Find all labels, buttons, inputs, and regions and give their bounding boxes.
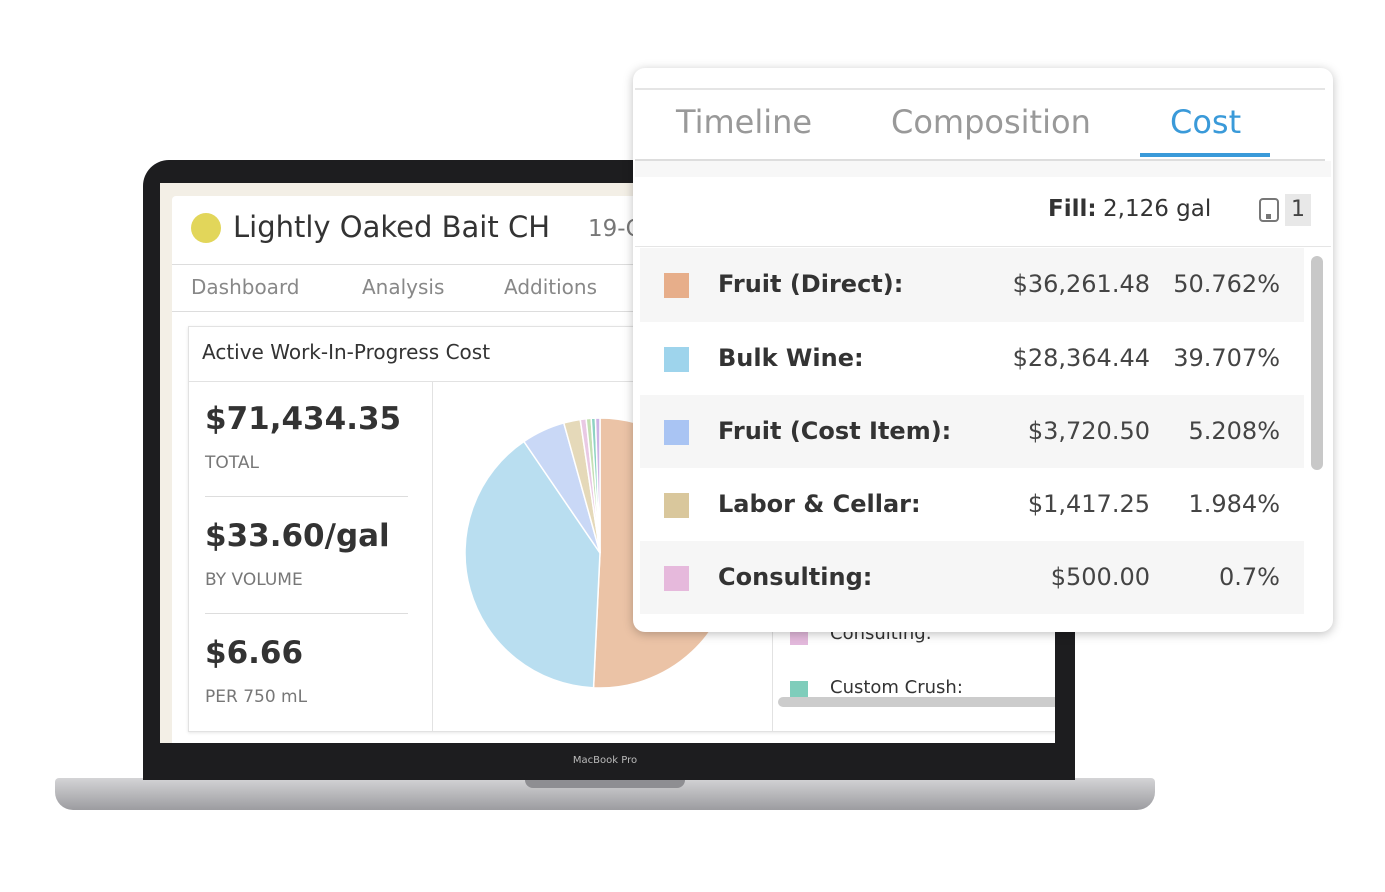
stat-label: PER 750 mL [205,687,308,707]
cost-name: Fruit (Cost Item): [718,417,952,445]
stat-label: TOTAL [205,453,259,473]
cost-name: Labor & Cellar: [718,490,921,518]
scrollbar [778,697,1055,707]
nav-tab[interactable]: Analysis [362,275,445,299]
cost-swatch [664,493,689,518]
list-divider [635,246,1331,247]
tab-bg [635,161,1331,177]
cost-amount: $1,417.25 [1027,490,1150,518]
cost-percent: 5.208% [1188,417,1280,445]
nav-tab[interactable]: Additions [504,275,598,299]
cost-percent: 1.984% [1188,490,1280,518]
stat-label: BY VOLUME [205,570,303,590]
cost-row [640,322,1304,395]
nav-tab[interactable]: Dashboard [191,275,300,299]
cost-name: Bulk Wine: [718,344,864,372]
vessel-icon [1259,198,1279,222]
nav-divider [172,311,1055,312]
nav-divider [172,264,1055,265]
stat-divider [205,613,408,614]
panel-divider [188,381,1055,382]
stat-divider [205,496,408,497]
panel-title: Active Work-In-Progress Cost [202,340,491,364]
popup-divider [635,88,1325,90]
cost-percent: 0.7% [1219,563,1280,591]
laptop-notch [525,778,685,788]
popup-tab[interactable]: Timeline [676,103,813,141]
cost-name: Consulting: [718,563,873,591]
device-label: MacBook Pro [572,755,638,766]
stat-value: $71,434.35 [205,401,402,437]
cost-amount: $28,364.44 [1012,344,1150,372]
fill-value: 2,126 gal [1103,196,1212,222]
stat-value: $6.66 [205,635,304,671]
cost-percent: 50.762% [1173,270,1280,298]
panel-divider [432,381,433,731]
cost-row [640,395,1304,468]
scrollbar[interactable] [1311,256,1323,470]
cost-amount: $500.00 [1050,563,1150,591]
popup-tab[interactable]: Composition [891,103,1091,141]
cost-swatch [664,273,689,298]
cost-row [640,248,1304,322]
fill-label: Fill: [1048,196,1097,222]
legend-swatch [790,681,808,699]
vessel-count: 1 [1285,194,1311,226]
legend-label: Custom Crush: [830,677,963,698]
cost-row [640,541,1304,614]
tab-underline [1140,153,1270,157]
cost-amount: $3,720.50 [1027,417,1150,445]
lot-code: 19-C [588,216,642,242]
pie-slice [594,417,601,554]
cost-popup: Timeline Composition Cost Fill: 2,126 gal … [633,68,1333,632]
cost-percent: 39.707% [1173,344,1280,372]
pie-slice [464,440,601,689]
tab-divider [635,159,1325,161]
cost-swatch [664,566,689,591]
cost-row [640,468,1304,541]
stat-value: $33.60/gal [205,518,390,554]
cost-swatch [664,420,689,445]
cost-swatch [664,347,689,372]
popup-tab[interactable]: Cost [1170,103,1242,141]
cost-name: Fruit (Direct): [718,270,904,298]
status-dot [191,213,221,243]
lot-title: Lightly Oaked Bait CH [233,210,551,244]
cost-amount: $36,261.48 [1012,270,1150,298]
